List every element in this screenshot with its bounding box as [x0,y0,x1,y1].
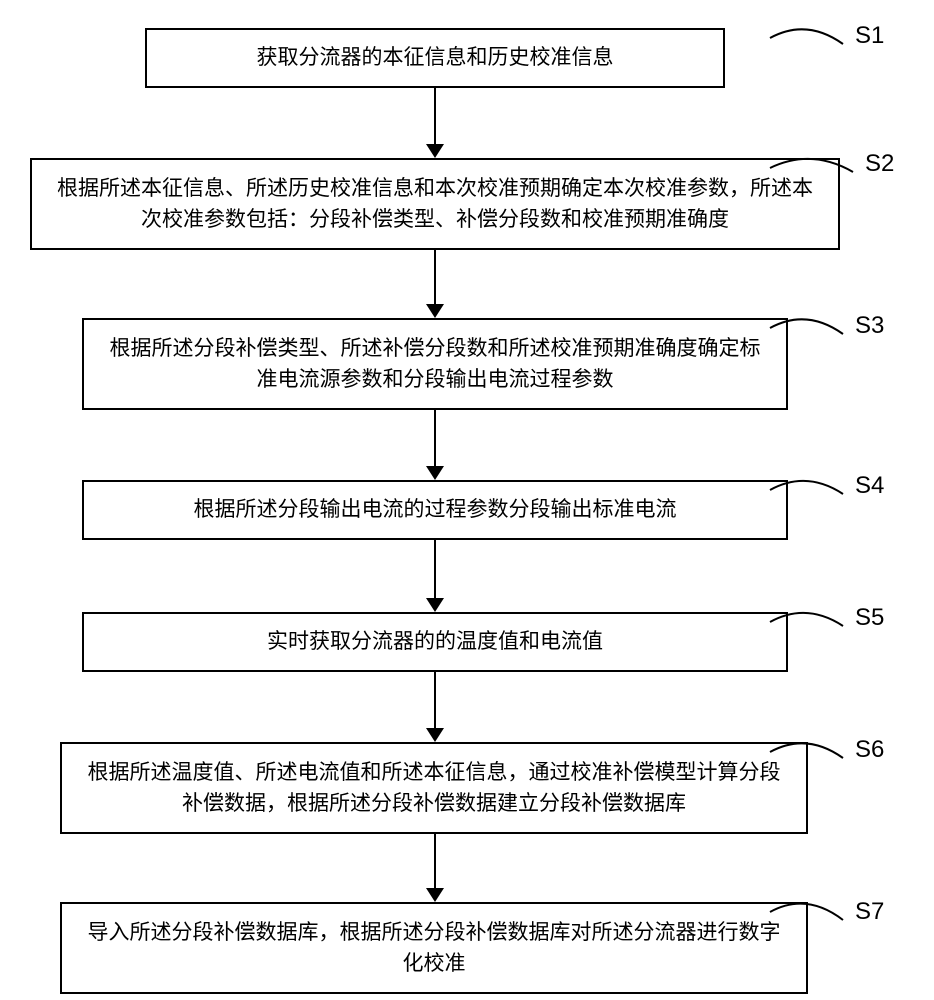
flowchart-node-s6: 根据所述温度值、所述电流值和所述本征信息，通过校准补偿模型计算分段补偿数据，根据… [60,742,808,834]
flowchart-node-s7: 导入所述分段补偿数据库，根据所述分段补偿数据库对所述分流器进行数字化校准 [60,902,808,994]
connector-s1 [765,13,848,49]
flowchart-node-s3: 根据所述分段补偿类型、所述补偿分段数和所述校准预期准确度确定标准电流源参数和分段… [82,318,788,410]
arrow-s3-s4 [422,410,448,480]
arrow-s1-s2 [422,88,448,158]
arrow-s4-s5 [422,540,448,612]
flowchart-node-s1: 获取分流器的本征信息和历史校准信息 [145,28,725,88]
node-text: 根据所述温度值、所述电流值和所述本征信息，通过校准补偿模型计算分段补偿数据，根据… [82,757,786,820]
node-text: 根据所述分段输出电流的过程参数分段输出标准电流 [194,494,677,526]
node-text: 根据所述分段补偿类型、所述补偿分段数和所述校准预期准确度确定标准电流源参数和分段… [104,333,766,396]
node-text: 实时获取分流器的的温度值和电流值 [267,626,603,658]
arrow-s5-s6 [422,672,448,742]
flowchart-node-s4: 根据所述分段输出电流的过程参数分段输出标准电流 [82,480,788,540]
flowchart-node-s5: 实时获取分流器的的温度值和电流值 [82,612,788,672]
arrow-s2-s3 [422,250,448,318]
node-text: 导入所述分段补偿数据库，根据所述分段补偿数据库对所述分流器进行数字化校准 [82,917,786,980]
flowchart-container: 获取分流器的本征信息和历史校准信息 S1 根据所述本征信息、所述历史校准信息和本次校… [0,0,934,1000]
node-text: 获取分流器的本征信息和历史校准信息 [257,42,614,74]
step-label-s4: S4 [855,472,884,500]
flowchart-node-s2: 根据所述本征信息、所述历史校准信息和本次校准预期确定本次校准参数，所述本次校准参… [30,158,840,250]
node-text: 根据所述本征信息、所述历史校准信息和本次校准预期确定本次校准参数，所述本次校准参… [52,173,818,236]
step-label-s3: S3 [855,312,884,340]
step-label-s1: S1 [855,22,884,50]
step-label-s5: S5 [855,604,884,632]
step-label-s2: S2 [865,150,894,178]
arrow-s6-s7 [422,834,448,902]
step-label-s7: S7 [855,898,884,926]
step-label-s6: S6 [855,736,884,764]
